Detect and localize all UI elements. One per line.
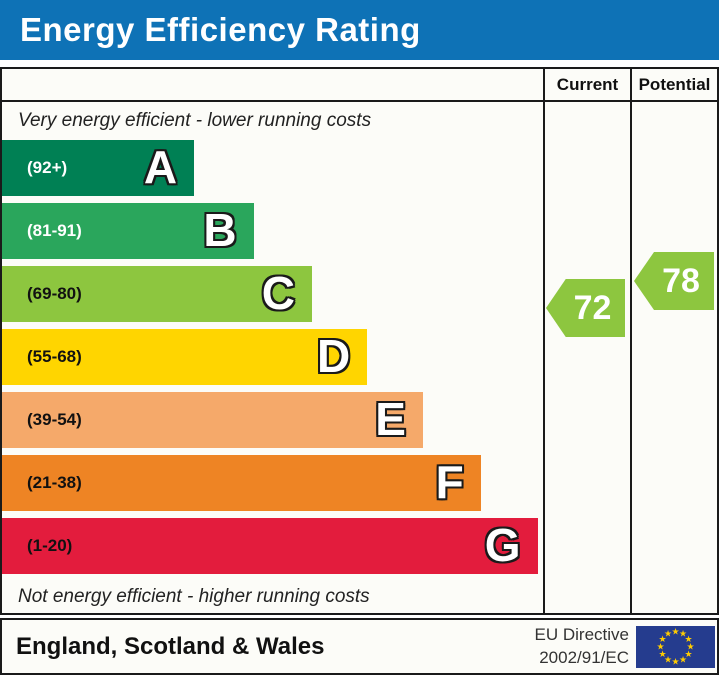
band-bar-a: (92+) A [2, 140, 195, 196]
band-bar-d: (55-68) D [2, 329, 368, 385]
potential-rating-value: 78 [662, 261, 700, 300]
eu-flag-star-icon: ★ [684, 648, 693, 659]
band-range-label: (21-38) [27, 473, 82, 492]
band-letter: C [261, 267, 295, 320]
eu-flag-icon: ★ ★ ★ ★ ★ ★ ★ ★ ★ ★ ★ ★ [636, 625, 715, 668]
footer-bar: England, Scotland & Wales EU Directive 2… [0, 618, 719, 675]
band-range-label: (39-54) [27, 410, 82, 429]
band-range-label: (69-80) [27, 284, 82, 303]
band-chart-column: Very energy efficient - lower running co… [2, 102, 543, 613]
eu-flag-star-icon: ★ [686, 641, 695, 651]
band-range-label: (55-68) [27, 347, 82, 366]
band-bar-g: (1-20) G [2, 518, 538, 574]
band-range-label: (1-20) [27, 536, 73, 555]
band-rows: (92+) A (81-91) B (69-80) C (55-68) D (39-54) E (2… [2, 140, 543, 581]
band-bar-e: (39-54) E [2, 392, 423, 448]
eu-flag-star-icon: ★ [656, 641, 665, 651]
current-rating-column: 72 [543, 102, 630, 613]
eu-flag-star-icon: ★ [678, 653, 688, 664]
eu-directive-line1: EU Directive [534, 625, 629, 645]
potential-column-header: Potential [630, 69, 717, 100]
rating-table: Current Potential Very energy efficient … [0, 67, 719, 615]
eu-directive-label: EU Directive 2002/91/EC [535, 624, 629, 668]
title-bar: Energy Efficiency Rating [0, 0, 719, 60]
table-body: Very energy efficient - lower running co… [2, 102, 717, 613]
eu-flag-star-icon: ★ [684, 633, 693, 644]
band-bar-f: (21-38) F [2, 455, 481, 511]
band-letter: D [316, 330, 351, 383]
eu-flag-star-icon: ★ [658, 633, 667, 644]
band-letter: B [203, 204, 237, 257]
band-row-e: (39-54) E [2, 392, 543, 448]
page-title: Energy Efficiency Rating [20, 11, 421, 48]
band-letter: A [143, 141, 178, 194]
band-row-d: (55-68) D [2, 329, 543, 385]
eu-flag-star-icon: ★ [663, 653, 673, 664]
band-range-label: (92+) [27, 158, 68, 177]
eu-flag-star-icon: ★ [671, 656, 680, 666]
band-row-a: (92+) A [2, 140, 543, 196]
band-row-b: (81-91) B [2, 203, 543, 259]
band-letter: E [375, 393, 406, 446]
current-rating-value: 72 [573, 288, 612, 327]
band-row-f: (21-38) F [2, 455, 543, 511]
potential-rating-arrow: 78 [634, 252, 714, 310]
band-letter: F [435, 456, 464, 509]
eu-flag-star-icon: ★ [671, 626, 680, 636]
band-bar-b: (81-91) B [2, 203, 254, 259]
band-row-c: (69-80) C [2, 266, 543, 322]
top-note: Very energy efficient - lower running co… [18, 110, 372, 131]
band-row-g: (1-20) G [2, 518, 543, 574]
header-spacer [2, 69, 543, 100]
eu-directive-line2: 2002/91/EC [539, 647, 629, 667]
title-gap [0, 60, 719, 67]
table-header-row: Current Potential [2, 69, 717, 102]
band-letter: G [484, 519, 521, 572]
potential-rating-column: 78 [630, 102, 717, 613]
region-label: England, Scotland & Wales [16, 632, 325, 660]
band-range-label: (81-91) [27, 221, 82, 240]
eu-flag-star-icon: ★ [678, 628, 688, 639]
eu-flag-star-icon: ★ [658, 648, 667, 659]
bottom-note: Not energy efficient - higher running co… [18, 586, 370, 607]
band-bar-c: (69-80) C [2, 266, 312, 322]
eu-flag-star-icon: ★ [663, 628, 673, 639]
current-column-header: Current [543, 69, 630, 100]
current-rating-arrow: 72 [546, 279, 625, 337]
